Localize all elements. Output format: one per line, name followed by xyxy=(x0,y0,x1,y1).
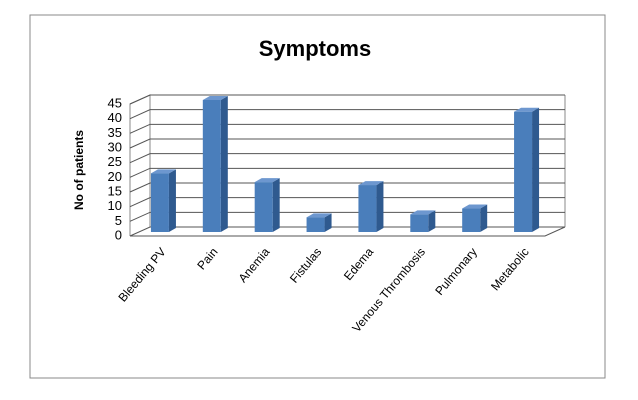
bar-top xyxy=(150,169,176,174)
y-tick-label: 5 xyxy=(115,213,122,228)
grid-line xyxy=(129,197,565,208)
bar xyxy=(514,111,533,232)
bar xyxy=(358,185,377,232)
bar xyxy=(254,182,273,232)
grid-line xyxy=(129,123,565,134)
y-tick-label: 45 xyxy=(108,95,122,110)
grid-line xyxy=(129,167,565,178)
bar-side xyxy=(428,210,436,232)
bar-top xyxy=(514,107,540,112)
bar-side xyxy=(376,181,384,232)
bar-side xyxy=(168,169,176,232)
y-tick-label: 35 xyxy=(108,125,122,140)
bar-top xyxy=(358,181,384,186)
grid-line xyxy=(129,153,565,164)
y-tick-label: 20 xyxy=(108,169,122,184)
bar-top xyxy=(202,96,228,100)
bar-side xyxy=(480,204,488,232)
chart-title: Symptoms xyxy=(259,36,371,61)
bar-side xyxy=(532,107,540,232)
bar-top xyxy=(254,178,280,183)
y-tick-label: 40 xyxy=(108,110,122,125)
bar xyxy=(306,217,325,232)
y-axis-label: No of patients xyxy=(72,130,86,210)
bar xyxy=(150,173,169,232)
y-tick-label: 15 xyxy=(108,183,122,198)
bar xyxy=(462,208,481,232)
grid-line xyxy=(129,109,565,120)
grid-line xyxy=(129,182,565,193)
bar xyxy=(410,214,429,232)
y-tick-label: 0 xyxy=(115,227,122,242)
y-tick-label: 30 xyxy=(108,139,122,154)
bar-side xyxy=(272,178,280,232)
grid-line xyxy=(129,138,565,149)
y-tick-label: 10 xyxy=(108,198,122,213)
floor-edge xyxy=(130,226,566,237)
bar-side xyxy=(220,96,228,232)
bar xyxy=(202,100,221,232)
chart-border xyxy=(29,14,606,379)
bar-side xyxy=(324,213,332,232)
bar-top xyxy=(410,210,436,215)
y-tick-label: 25 xyxy=(108,154,122,169)
bar-top xyxy=(306,213,332,218)
grid-line xyxy=(129,94,565,105)
bar-top xyxy=(462,204,488,209)
